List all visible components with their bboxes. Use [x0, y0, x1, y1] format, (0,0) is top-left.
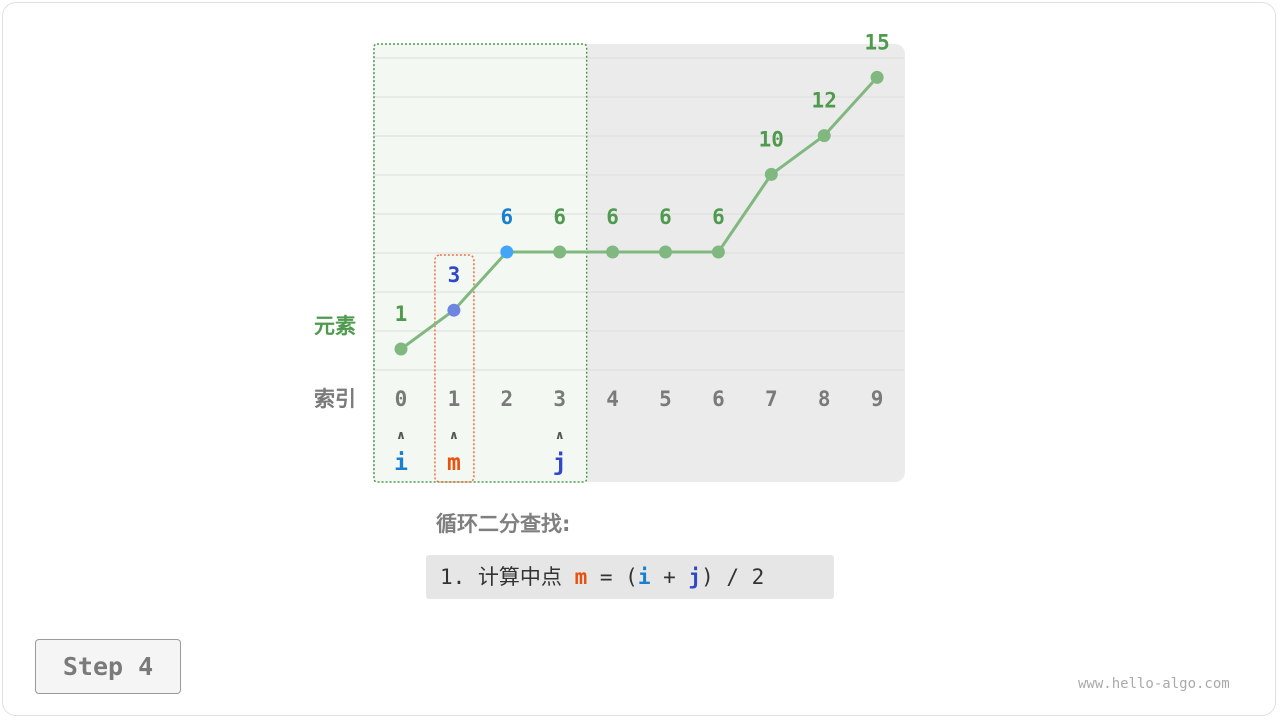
- mid-highlight-box: [434, 254, 475, 483]
- tail-text: ) / 2: [701, 565, 765, 589]
- value-label: 10: [759, 127, 784, 151]
- active-region: [374, 44, 588, 482]
- pointer-j: j: [553, 450, 567, 476]
- pointer-i: i: [394, 450, 408, 476]
- value-label: 3: [448, 263, 461, 287]
- step-button[interactable]: Step 4: [35, 639, 181, 694]
- row-label-indices: 索引: [314, 387, 356, 411]
- index-label: 2: [500, 387, 513, 411]
- index-label: 4: [606, 387, 619, 411]
- data-point: [870, 70, 884, 84]
- value-label: 15: [864, 30, 889, 54]
- data-point: [553, 245, 567, 259]
- plus-text: +: [650, 565, 689, 589]
- data-point: [764, 167, 778, 181]
- data-point: [659, 245, 672, 259]
- index-label: 3: [553, 387, 566, 411]
- value-label: 6: [553, 205, 566, 229]
- value-label: 6: [712, 205, 725, 229]
- pointer-arrow-icon: ∧: [555, 428, 565, 442]
- data-point: [817, 129, 831, 143]
- data-point: [447, 303, 461, 317]
- algorithm-title: 循环二分查找:: [436, 512, 571, 536]
- value-label: 1: [395, 302, 408, 326]
- value-label: 6: [606, 205, 619, 229]
- value-label: 12: [812, 89, 837, 113]
- var-m: m: [574, 565, 588, 589]
- index-label: 9: [871, 387, 884, 411]
- value-label: 6: [659, 205, 672, 229]
- index-label: 7: [765, 387, 778, 411]
- index-label: 8: [818, 387, 831, 411]
- value-label: 6: [500, 205, 513, 229]
- index-label: 5: [659, 387, 672, 411]
- index-label: 1: [448, 387, 461, 411]
- data-point: [711, 245, 725, 259]
- step-description: 1. 计算中点 m = (i + j) / 2: [426, 555, 834, 599]
- var-j: j: [688, 565, 702, 589]
- data-point: [606, 245, 620, 259]
- index-label: 0: [395, 387, 408, 411]
- data-point: [500, 245, 514, 259]
- pointer-arrow-icon: ∧: [396, 428, 406, 442]
- var-i: i: [637, 565, 651, 589]
- pointer-m: m: [447, 450, 461, 476]
- value-line: [400, 76, 879, 351]
- step-text: 1. 计算中点: [440, 565, 575, 589]
- pointer-arrow-icon: ∧: [449, 428, 459, 442]
- watermark: www.hello-algo.com: [1078, 676, 1230, 692]
- eq-text: = (: [587, 565, 638, 589]
- row-label-elements: 元素: [314, 314, 356, 338]
- data-point: [394, 342, 408, 356]
- index-label: 6: [712, 387, 725, 411]
